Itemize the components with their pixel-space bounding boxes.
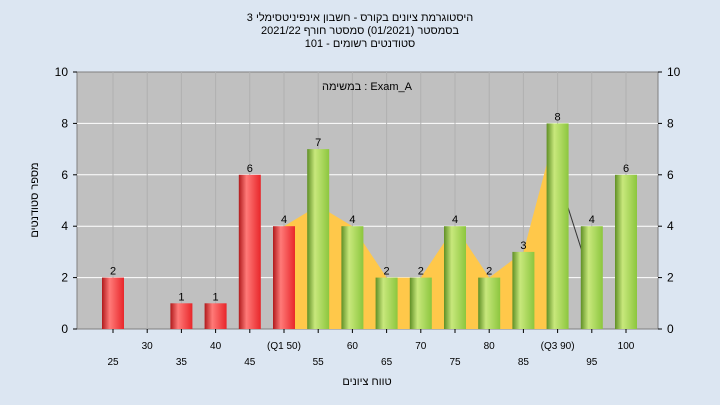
data-label: 3 — [520, 240, 526, 252]
x-axis-title: טווח ציונים — [342, 376, 391, 388]
x-tick-label: 85 — [518, 357, 530, 368]
x-tick-label: 45 — [244, 357, 256, 368]
data-label: 2 — [418, 266, 424, 278]
data-label: 4 — [589, 214, 595, 226]
y-tick-label-left: 6 — [61, 168, 68, 182]
y-tick-label-left: 4 — [61, 219, 68, 233]
bar-25 — [102, 277, 124, 329]
title-line-2: בסמסטר (01/2021) סמסטר חורף 2021/22 — [261, 25, 459, 37]
axis-ticks: 0 0 2 2 4 4 6 6 8 8 10 10 25 30 35 40 45 (Q1 50) 55 60 65 70 7… — [55, 65, 681, 368]
data-label: 7 — [315, 137, 321, 149]
y-tick-label-right: 0 — [667, 322, 674, 336]
data-label: 2 — [384, 266, 390, 278]
x-tick-label: 65 — [381, 357, 393, 368]
y-tick-label-left: 8 — [61, 116, 68, 130]
y-tick-label-left: 0 — [61, 322, 68, 336]
x-tick-label: 60 — [347, 341, 359, 352]
y-tick-label-right: 10 — [667, 65, 681, 79]
x-tick-label: (Q3 90) — [541, 341, 575, 352]
x-tick-label: 25 — [107, 357, 119, 368]
x-tick-label: 70 — [415, 341, 427, 352]
x-tick-label: 55 — [313, 357, 325, 368]
bar-85 — [512, 251, 535, 329]
data-label: 1 — [178, 291, 184, 303]
x-tick-label: 75 — [449, 357, 461, 368]
x-tick-label: (Q1 50) — [267, 341, 301, 352]
x-tick-label: 40 — [210, 341, 222, 352]
bar-95 — [580, 226, 603, 329]
data-label: 4 — [349, 214, 355, 226]
x-tick-label: 30 — [142, 341, 154, 352]
title-line-1: היסטוגרמת ציונים בקורס - חשבון אינפיניטס… — [247, 11, 473, 24]
y-tick-label-left: 2 — [61, 271, 68, 285]
y-tick-label-left: 10 — [55, 65, 69, 79]
x-tick-label: 35 — [176, 357, 188, 368]
bar-40 — [204, 303, 227, 329]
bars: 2 1 1 6 4 7 4 2 2 4 2 3 8 4 6 — [102, 111, 637, 330]
bar-55 — [307, 149, 330, 329]
bar-60 — [341, 226, 364, 329]
data-label: 2 — [486, 266, 492, 278]
y-tick-label-right: 8 — [667, 116, 674, 130]
exam-annotation: במשימה : Exam_A — [322, 81, 413, 93]
chart-title-block: היסטוגרמת ציונים בקורס - חשבון אינפיניטס… — [247, 11, 473, 50]
data-label: 8 — [555, 111, 561, 123]
bar-Q150 — [273, 226, 295, 329]
data-label: 6 — [623, 163, 629, 175]
y-tick-label-right: 4 — [667, 219, 674, 233]
y-axis-title: מספר סטודנטים — [29, 162, 41, 237]
title-line-3: סטודנטים רשומים - 101 — [305, 38, 416, 50]
data-label: 4 — [281, 214, 287, 226]
y-tick-label-right: 6 — [667, 168, 674, 182]
x-tick-label: 95 — [586, 357, 598, 368]
data-label: 4 — [452, 214, 458, 226]
bar-70 — [409, 277, 432, 329]
bar-75 — [444, 226, 466, 329]
bar-65 — [375, 277, 398, 329]
bar-100 — [615, 174, 637, 329]
bar-80 — [478, 277, 501, 329]
bar-45 — [238, 174, 261, 329]
x-tick-label: 100 — [618, 341, 635, 352]
data-label: 6 — [247, 163, 253, 175]
x-tick-label: 80 — [484, 341, 496, 352]
bar-35 — [170, 303, 193, 329]
data-label: 2 — [110, 266, 116, 278]
bar-Q390 — [546, 123, 569, 330]
data-label: 1 — [213, 291, 219, 303]
y-tick-label-right: 2 — [667, 271, 674, 285]
